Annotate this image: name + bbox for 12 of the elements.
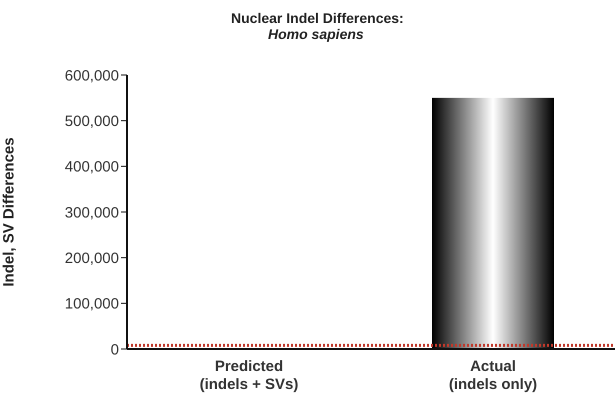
chart-subtitle: Homo sapiens [267, 26, 365, 42]
y-tick-label: 200,000 [64, 250, 119, 267]
y-tick-label: 100,000 [64, 296, 119, 313]
y-tick-label: 600,000 [64, 67, 119, 84]
x-tick-label: Predicted (indels + SVs) [200, 358, 298, 393]
y-tick-label: 0 [110, 341, 119, 358]
x-tick-label: Actual (indels only) [448, 358, 538, 393]
y-tick-label: 300,000 [64, 204, 119, 222]
chart-title: Nuclear Indel Differences: [230, 10, 405, 26]
y-tick-label: 500,000 [64, 112, 119, 130]
y-axis-title: Indel, SV Differences [0, 137, 18, 287]
y-tick-label: 400,000 [64, 158, 119, 176]
